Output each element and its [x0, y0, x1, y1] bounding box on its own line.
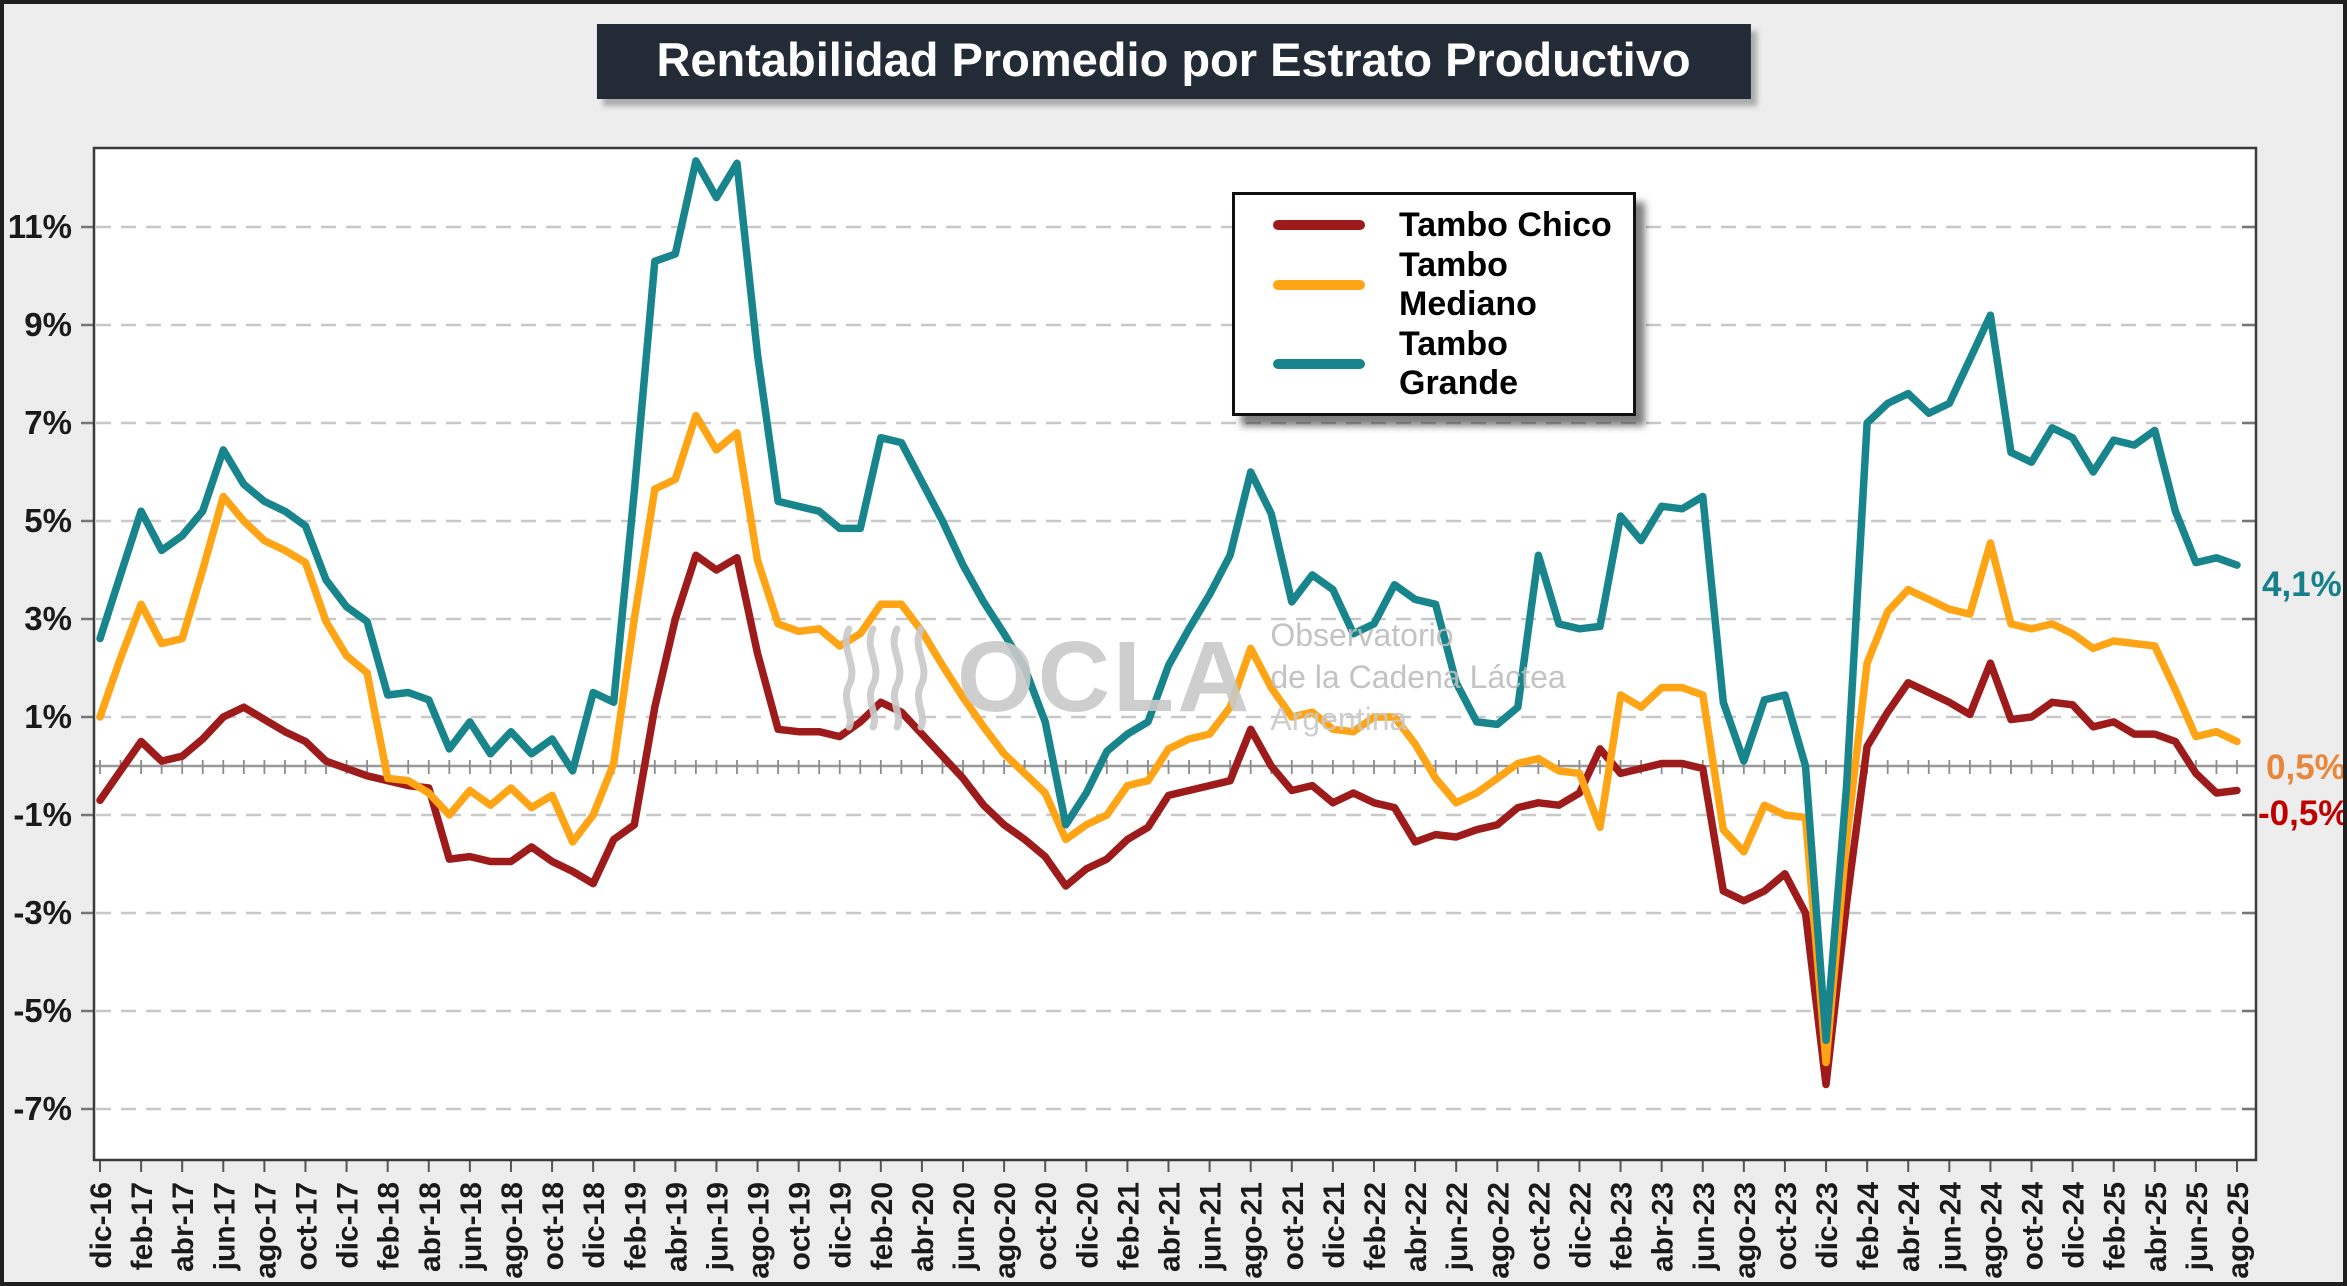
x-axis-tick-label: feb-20: [866, 1182, 899, 1270]
x-axis-tick-label: jun-17: [208, 1182, 241, 1271]
y-axis-tick-label: -3%: [13, 894, 72, 931]
x-axis-tick-label: feb-23: [1606, 1182, 1639, 1270]
tambo-chico-line-swatch: [1273, 220, 1365, 230]
legend-label: Tambo Grande: [1399, 324, 1519, 402]
x-axis-tick-label: oct-23: [1770, 1182, 1803, 1270]
x-axis-tick-label: dic-20: [1071, 1182, 1104, 1269]
end-value-label-chico: -0,5%: [2258, 794, 2347, 833]
x-axis-tick-label: oct-18: [537, 1182, 570, 1270]
series-line-tambo-grande: [96, 157, 2241, 1045]
x-axis-tick-label: oct-24: [2017, 1182, 2050, 1271]
y-axis-tick-label: 5%: [24, 502, 72, 539]
x-axis-tick-label: oct-20: [1030, 1182, 1063, 1270]
x-axis-tick-label: dic-21: [1318, 1182, 1351, 1269]
y-axis-tick-label: 9%: [24, 306, 72, 343]
x-axis-tick-label: ago-20: [989, 1182, 1022, 1279]
x-axis-tick-label: abr-22: [1400, 1182, 1433, 1272]
x-axis-tick-label: feb-25: [2099, 1182, 2132, 1270]
tambo-grande-line-swatch: [1273, 358, 1365, 369]
y-axis-tick-label: 3%: [24, 600, 72, 637]
x-axis-tick-label: oct-17: [290, 1182, 323, 1270]
x-axis-tick-label: abr-18: [414, 1182, 447, 1272]
x-axis-tick-label: dic-18: [578, 1182, 611, 1269]
y-axis-tick-label: -5%: [13, 992, 72, 1029]
x-axis-tick-label: ago-23: [1729, 1182, 1762, 1279]
x-axis-tick-label: feb-21: [1112, 1182, 1145, 1270]
end-value-label-grande: 4,1%: [2262, 565, 2342, 604]
x-axis-tick-label: abr-19: [660, 1182, 693, 1272]
series-line-tambo-mediano: [96, 411, 2241, 1067]
x-axis-tick-label: dic-24: [2058, 1182, 2091, 1269]
y-axis-tick-label: -7%: [13, 1090, 72, 1127]
chart-legend[interactable]: Tambo Chico Tambo Mediano Tambo Grande: [1232, 192, 1636, 416]
x-axis-tick-label: ago-21: [1236, 1182, 1269, 1279]
x-axis-tick-label: abr-20: [907, 1182, 940, 1272]
x-axis-tick-label: ago-22: [1482, 1182, 1515, 1279]
x-axis-tick-label: dic-23: [1811, 1182, 1844, 1269]
x-axis-tick-label: abr-23: [1647, 1182, 1680, 1272]
tambo-mediano-line-swatch: [1273, 279, 1365, 290]
x-axis-tick-label: dic-17: [332, 1182, 365, 1269]
x-axis-tick-label: dic-16: [85, 1182, 118, 1269]
x-axis-tick-label: oct-21: [1277, 1182, 1310, 1270]
x-axis-tick-label: jun-19: [701, 1182, 734, 1271]
x-axis-tick-label: abr-17: [167, 1182, 200, 1272]
x-axis-tick-label: ago-18: [496, 1182, 529, 1279]
x-axis-tick-label: ago-24: [1975, 1182, 2008, 1279]
chart-title: Rentabilidad Promedio por Estrato Produc…: [596, 24, 1751, 99]
legend-item-tambo-chico[interactable]: Tambo Chico: [1273, 206, 1633, 245]
x-axis-tick-label: jun-25: [2181, 1182, 2214, 1271]
x-axis-tick-label: abr-25: [2140, 1182, 2173, 1272]
series-line-tambo-chico: [96, 551, 2241, 1089]
x-axis-tick-label: jun-24: [1934, 1182, 1967, 1272]
x-axis-tick-label: ago-17: [249, 1182, 282, 1279]
x-axis-tick-label: oct-19: [784, 1182, 817, 1270]
x-axis-tick-label: jun-18: [455, 1182, 488, 1271]
x-axis-tick-label: jun-20: [948, 1182, 981, 1271]
x-axis-tick-label: abr-24: [1893, 1182, 1926, 1272]
x-axis-tick-label: jun-21: [1195, 1182, 1228, 1271]
legend-label: Tambo Chico: [1399, 205, 1612, 244]
x-axis-tick-label: ago-25: [2222, 1182, 2255, 1279]
legend-label: Tambo Mediano: [1399, 245, 1537, 323]
x-axis-tick-label: jun-23: [1688, 1182, 1721, 1271]
end-value-label-mediano: 0,5%: [2266, 748, 2346, 787]
x-axis-tick-label: feb-24: [1852, 1182, 1885, 1271]
legend-item-tambo-mediano[interactable]: Tambo Mediano: [1273, 246, 1633, 324]
x-axis-tick-label: abr-21: [1154, 1182, 1187, 1272]
x-axis-tick-label: feb-19: [619, 1182, 652, 1270]
y-axis-tick-label: 11%: [8, 208, 72, 245]
x-axis-tick-label: dic-19: [825, 1182, 858, 1269]
x-axis-tick-label: jun-22: [1441, 1182, 1474, 1271]
y-axis-tick-label: 7%: [24, 404, 72, 441]
legend-item-tambo-grande[interactable]: Tambo Grande: [1273, 325, 1633, 403]
x-axis-tick-label: ago-19: [743, 1182, 776, 1279]
y-axis-tick-label: -1%: [13, 796, 72, 833]
x-axis-tick-label: oct-22: [1523, 1182, 1556, 1270]
x-axis-tick-label: feb-22: [1359, 1182, 1392, 1270]
x-axis-tick-label: dic-22: [1564, 1182, 1597, 1269]
y-axis-tick-label: 1%: [24, 698, 72, 735]
x-axis-tick-label: feb-17: [126, 1182, 159, 1270]
x-axis-tick-label: feb-18: [373, 1182, 406, 1270]
